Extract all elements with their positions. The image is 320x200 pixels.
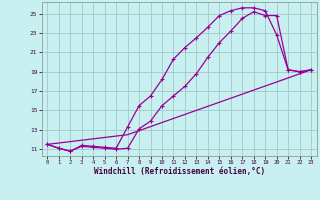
- X-axis label: Windchill (Refroidissement éolien,°C): Windchill (Refroidissement éolien,°C): [94, 167, 265, 176]
